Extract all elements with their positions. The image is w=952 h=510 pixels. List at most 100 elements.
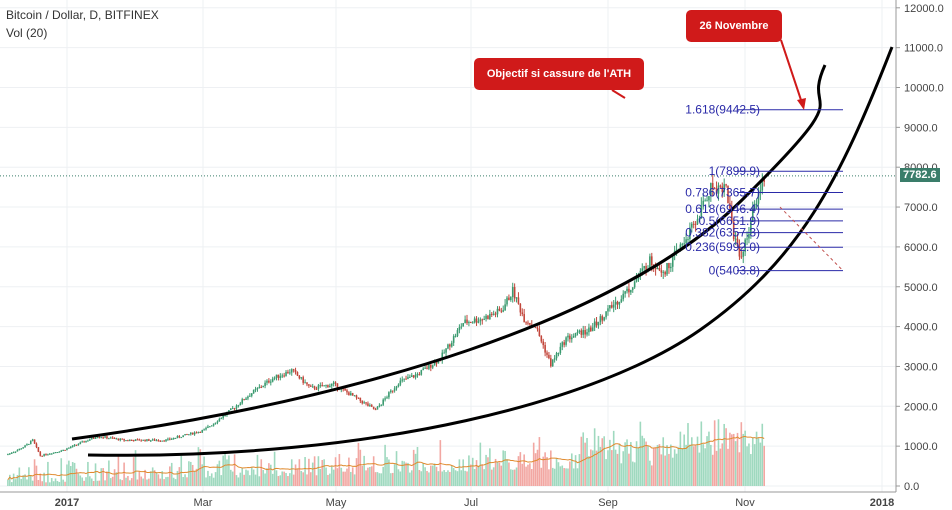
candle-body: [711, 183, 714, 188]
volume-bar: [624, 442, 626, 486]
candle-body: [410, 375, 413, 377]
volume-bar: [401, 460, 404, 486]
volume-bar: [172, 477, 175, 486]
candle-body: [201, 430, 204, 433]
volume-bar: [346, 468, 348, 486]
candle-body: [195, 432, 198, 434]
candle-body: [513, 287, 516, 299]
candle-body: [479, 319, 482, 322]
volume-bar: [264, 473, 266, 486]
volume-bar: [643, 438, 645, 486]
volume-bar: [462, 459, 464, 486]
candle-body: [481, 319, 484, 321]
volume-bar: [612, 430, 615, 486]
candle-body: [742, 251, 745, 257]
volume-bar: [127, 476, 129, 486]
candle-body: [189, 432, 192, 435]
candle-body: [367, 403, 369, 406]
candle-body: [691, 223, 693, 228]
volume-bar: [607, 450, 609, 486]
volume-bar: [182, 477, 184, 486]
candle-body: [593, 321, 596, 328]
volume-bar: [216, 464, 219, 486]
volume-bar: [393, 464, 396, 486]
candle-body: [359, 397, 362, 401]
volume-bar: [430, 465, 432, 486]
candle-body: [279, 376, 282, 378]
volume-bar: [692, 446, 695, 486]
candle-body: [395, 386, 398, 389]
volume-bar: [527, 464, 529, 486]
volume-bar: [475, 460, 478, 486]
candle-body: [180, 437, 183, 439]
volume-bar: [115, 472, 118, 486]
volume-bar: [563, 468, 565, 486]
candle-body: [561, 342, 564, 347]
candle-body: [310, 385, 312, 387]
volume-bar: [538, 437, 541, 486]
volume-bar: [218, 460, 221, 486]
volume-bar: [348, 457, 350, 486]
volume-bar: [631, 461, 634, 486]
candle-body: [311, 386, 314, 388]
volume-bar: [511, 469, 514, 486]
candle-body: [123, 439, 125, 441]
volume-bar: [588, 456, 590, 486]
candle-body: [28, 443, 30, 445]
volume-bar: [405, 462, 407, 486]
candle-body: [155, 440, 158, 442]
candle-body: [50, 453, 53, 455]
candle-body: [382, 399, 384, 405]
candle-body: [569, 335, 571, 340]
volume-bar: [471, 457, 474, 486]
volume-bar: [159, 478, 162, 486]
volume-bar: [540, 467, 543, 486]
candle-body: [127, 440, 129, 442]
volume-bar: [652, 448, 655, 486]
candle-body: [508, 297, 510, 300]
volume-bar: [64, 481, 66, 486]
candle-body: [304, 382, 306, 384]
candle-body: [525, 322, 527, 324]
volume-bar: [73, 462, 76, 486]
volume-bar: [16, 475, 19, 486]
volume-bar: [332, 469, 335, 486]
candle-body: [54, 452, 57, 454]
volume-bar: [719, 448, 722, 486]
candle-body: [536, 327, 539, 330]
volume-bar: [169, 466, 171, 486]
volume-bar: [281, 471, 284, 486]
volume-bar: [207, 470, 209, 486]
volume-bar: [544, 452, 546, 486]
candle-body: [199, 431, 202, 433]
volume-bar: [60, 458, 63, 486]
volume-bar: [268, 463, 270, 486]
candle-body: [595, 321, 598, 326]
candle-body: [529, 322, 531, 325]
candle-body: [193, 432, 196, 435]
candle-body: [111, 437, 114, 439]
candle-body: [163, 440, 165, 442]
candle-body: [106, 436, 108, 439]
volume-bar: [601, 438, 604, 486]
candle-body: [184, 434, 186, 436]
candle-body: [268, 380, 270, 383]
volume-bar: [186, 477, 188, 486]
candle-body: [277, 374, 280, 378]
candle-body: [670, 266, 672, 269]
candle-body: [332, 382, 335, 384]
candle-body: [47, 454, 49, 456]
fib-level-label: 0.236(5992.0): [685, 240, 760, 254]
candle-body: [134, 439, 137, 442]
volume-bar: [9, 474, 11, 486]
candle-body: [52, 452, 55, 454]
candle-body: [92, 437, 95, 439]
candle-body: [369, 405, 371, 407]
volume-bar: [52, 481, 55, 486]
volume-bar: [203, 456, 205, 486]
candle-body: [119, 438, 122, 441]
candle-body: [353, 395, 356, 397]
volume-bar: [327, 474, 329, 486]
candle-body: [323, 385, 325, 387]
